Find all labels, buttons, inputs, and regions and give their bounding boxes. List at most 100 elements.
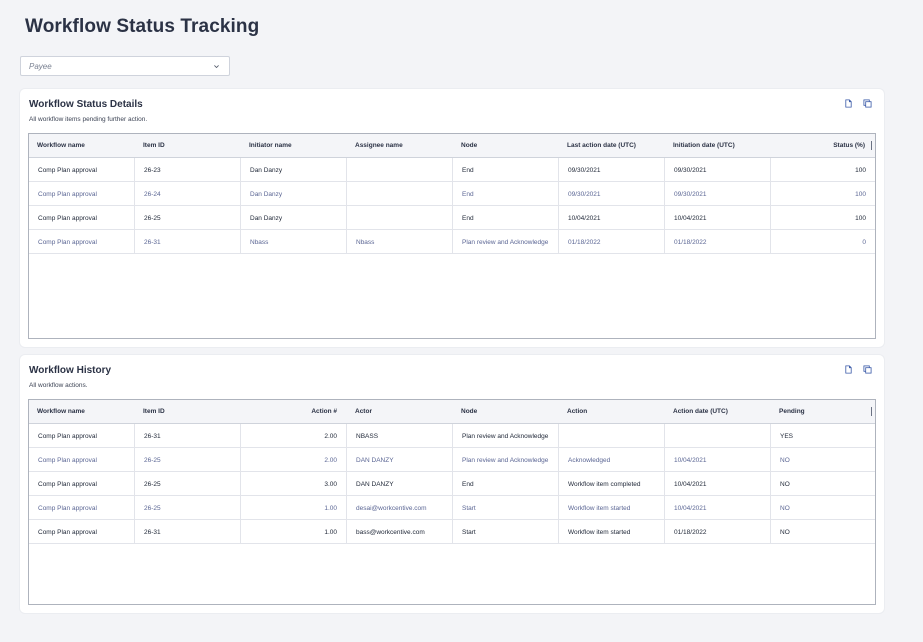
table-cell: 2.00 [241, 448, 347, 471]
table-cell: Plan review and Acknowledge [453, 448, 559, 471]
table-cell: End [453, 472, 559, 495]
table-row[interactable]: Comp Plan approval 26-25 1.00 desai@workcen… [29, 496, 875, 520]
table-row[interactable]: Comp Plan approval 26-31 Nbass Nbass Plan re… [29, 230, 875, 254]
column-header[interactable]: Workflow name [37, 142, 85, 149]
table-row[interactable]: Comp Plan approval 26-25 3.00 DAN DANZY End W… [29, 472, 875, 496]
column-header[interactable]: Workflow name [37, 408, 85, 415]
table-cell: 2.00 [241, 424, 347, 447]
card-title: Workflow History [29, 365, 112, 376]
table-cell: 01/18/2022 [559, 230, 665, 253]
table-cell: Acknowledged [559, 448, 665, 471]
column-header[interactable]: Action date (UTC) [673, 408, 728, 415]
workflow-history-card: Workflow History All workflow actions. W… [20, 355, 884, 613]
payee-placeholder: Payee [29, 62, 52, 71]
table-cell [559, 424, 665, 447]
table-cell: End [453, 182, 559, 205]
table-cell: Workflow item started [559, 520, 665, 543]
table-cell: 26-31 [135, 424, 241, 447]
table-cell: NO [780, 457, 790, 464]
column-header[interactable]: Action [567, 408, 588, 415]
export-icon[interactable] [844, 365, 853, 374]
column-header[interactable]: Assignee name [355, 142, 403, 149]
table-cell: Comp Plan approval [29, 496, 135, 519]
table-row[interactable]: Comp Plan approval 26-31 1.00 bass@workcent… [29, 520, 875, 544]
table-cell [665, 424, 771, 447]
column-header[interactable]: Last action date (UTC) [567, 142, 636, 149]
table-cell: DAN DANZY [347, 448, 453, 471]
table-cell: Start [453, 496, 559, 519]
chevron-down-icon [214, 65, 219, 69]
table-cell: 09/30/2021 [665, 158, 771, 181]
table-cell: Dan Danzy [241, 182, 347, 205]
copy-icon[interactable] [863, 99, 872, 108]
table-cell: Workflow item completed [559, 472, 665, 495]
column-header[interactable]: Node [461, 142, 478, 149]
copy-icon[interactable] [863, 365, 872, 374]
table-cell: 1.00 [241, 520, 347, 543]
page-title: Workflow Status Tracking [25, 16, 260, 37]
table-cell: 09/30/2021 [665, 182, 771, 205]
table-row[interactable]: Comp Plan approval 26-31 2.00 NBASS Plan rev… [29, 424, 875, 448]
column-header[interactable]: Node [461, 408, 478, 415]
table-cell: 09/30/2021 [559, 182, 665, 205]
table-cell: 100 [855, 167, 866, 174]
column-resize-handle[interactable] [871, 407, 872, 416]
column-resize-handle[interactable] [871, 141, 872, 150]
history-table: Workflow name Item ID Action # Actor Node Act… [28, 399, 876, 605]
table-cell: Comp Plan approval [29, 230, 135, 253]
table-cell: 26-25 [135, 496, 241, 519]
card-title: Workflow Status Details [29, 99, 143, 110]
table-cell: Plan review and Acknowledge [453, 424, 559, 447]
export-icon[interactable] [844, 99, 853, 108]
column-header[interactable]: Initiation date (UTC) [673, 142, 735, 149]
table-cell: YES [780, 433, 794, 440]
column-header[interactable]: Actor [355, 408, 372, 415]
table-cell: 26-25 [135, 448, 241, 471]
column-header[interactable]: Action # [311, 408, 337, 415]
table-cell: Dan Danzy [241, 206, 347, 229]
table-cell: Comp Plan approval [29, 448, 135, 471]
table-cell: Comp Plan approval [29, 424, 135, 447]
table-header: Workflow name Item ID Action # Actor Node Act… [29, 400, 875, 424]
table-cell: 100 [855, 191, 866, 198]
table-cell [347, 206, 453, 229]
table-cell: Comp Plan approval [29, 206, 135, 229]
table-row[interactable]: Comp Plan approval 26-23 Dan Danzy End 09/30… [29, 158, 875, 182]
table-cell: 01/18/2022 [665, 520, 771, 543]
workflow-status-details-card: Workflow Status Details All workflow ite… [20, 89, 884, 347]
table-cell: NO [780, 529, 790, 536]
table-cell: 10/04/2021 [665, 472, 771, 495]
table-cell: NO [780, 481, 790, 488]
table-cell: 0 [862, 239, 866, 246]
table-cell: 26-31 [135, 520, 241, 543]
table-cell [347, 158, 453, 181]
column-header[interactable]: Item ID [143, 142, 165, 149]
table-cell: 26-25 [135, 472, 241, 495]
table-cell: 10/04/2021 [665, 448, 771, 471]
table-row[interactable]: Comp Plan approval 26-24 Dan Danzy End 09/30… [29, 182, 875, 206]
column-header[interactable]: Pending [771, 400, 875, 423]
column-header[interactable]: Item ID [143, 408, 165, 415]
table-cell: Comp Plan approval [29, 472, 135, 495]
table-cell: 26-24 [135, 182, 241, 205]
table-cell: DAN DANZY [347, 472, 453, 495]
table-cell: bass@workcentive.com [347, 520, 453, 543]
column-header[interactable]: Status (%) [771, 134, 875, 157]
table-row[interactable]: Comp Plan approval 26-25 2.00 DAN DANZY Plan… [29, 448, 875, 472]
table-cell: 10/04/2021 [665, 206, 771, 229]
card-subtitle: All workflow items pending further actio… [29, 116, 148, 123]
column-header[interactable]: Initiator name [249, 142, 292, 149]
table-cell: End [453, 158, 559, 181]
table-cell: 09/30/2021 [559, 158, 665, 181]
card-subtitle: All workflow actions. [29, 382, 88, 389]
table-cell: 3.00 [241, 472, 347, 495]
table-cell: Workflow item started [559, 496, 665, 519]
table-cell: 01/18/2022 [665, 230, 771, 253]
table-cell: NO [780, 505, 790, 512]
table-cell: 26-23 [135, 158, 241, 181]
table-cell: 100 [855, 215, 866, 222]
payee-select[interactable]: Payee [20, 56, 230, 76]
table-cell: Nbass [241, 230, 347, 253]
table-cell: 26-25 [135, 206, 241, 229]
table-row[interactable]: Comp Plan approval 26-25 Dan Danzy End 10/04… [29, 206, 875, 230]
